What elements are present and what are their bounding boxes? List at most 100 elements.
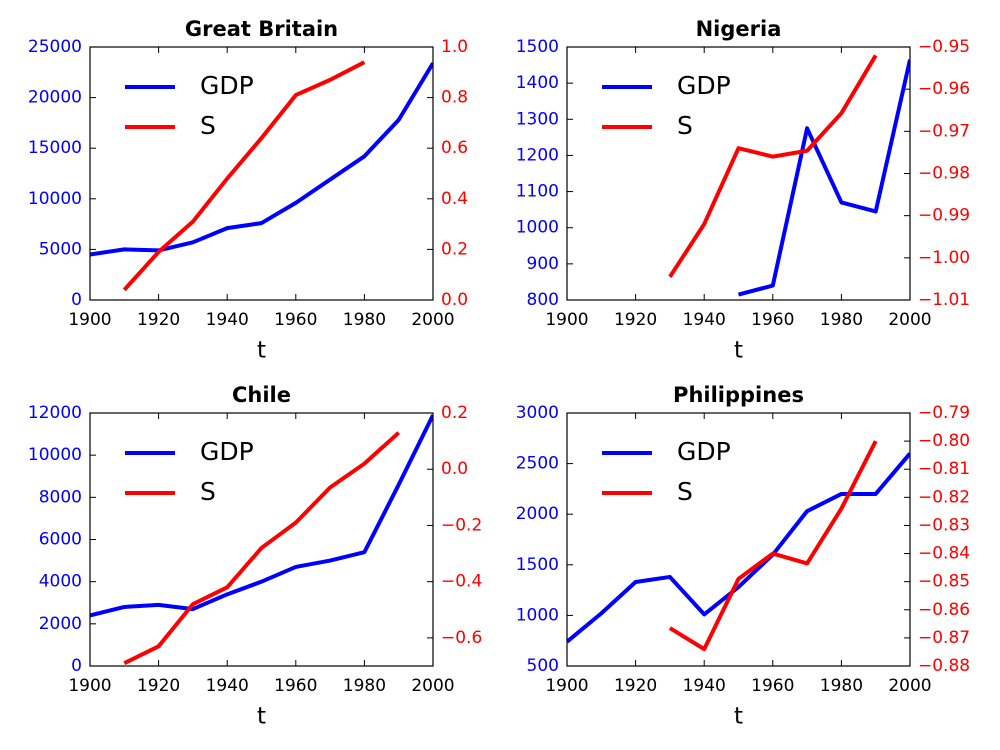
y-tick-label: 2500 <box>516 454 559 474</box>
x-tick-label: 1900 <box>545 310 588 330</box>
x-tick-label: 1940 <box>206 676 249 696</box>
y2-tick-label: −0.82 <box>918 487 970 507</box>
y-tick-label: 1000 <box>516 218 559 238</box>
y-tick-label: 1500 <box>516 555 559 575</box>
legend-label: GDP <box>677 437 731 466</box>
subplot-title: Philippines <box>673 383 804 407</box>
x-tick-label: 1980 <box>820 310 863 330</box>
y-tick-label: 2000 <box>39 614 82 634</box>
y2-tick-label: 0.0 <box>441 459 468 479</box>
plot-frame <box>566 412 911 667</box>
x-tick-label: 2000 <box>888 310 931 330</box>
y2-tick-label: −0.96 <box>918 79 970 99</box>
y2-tick-label: 0.6 <box>441 138 468 158</box>
y-tick-label: 900 <box>527 254 559 274</box>
line-series <box>90 62 433 257</box>
line-series <box>567 452 910 644</box>
y2-tick-label: −0.6 <box>441 628 482 648</box>
y-tick-label: 1300 <box>516 109 559 129</box>
y2-tick-label: −0.86 <box>918 600 970 620</box>
x-axis-label: t <box>734 338 743 364</box>
x-tick-label: 1980 <box>343 676 386 696</box>
y2-tick-label: −1.00 <box>918 248 970 268</box>
line-series <box>90 414 433 618</box>
y2-tick-label: −0.97 <box>918 121 970 141</box>
y2-tick-label: −0.85 <box>918 572 970 592</box>
y-tick-label: 1000 <box>516 605 559 625</box>
y2-tick-label: 0.2 <box>441 239 468 259</box>
x-tick-label: 1960 <box>274 676 317 696</box>
x-axis-label: t <box>257 338 266 364</box>
x-axis-label: t <box>734 704 743 730</box>
x-tick-label: 1920 <box>137 310 180 330</box>
y2-tick-label: −0.95 <box>918 37 970 57</box>
y2-tick-label: −0.79 <box>918 403 970 423</box>
plot-frame <box>89 412 434 667</box>
y-tick-label: 15000 <box>28 138 82 158</box>
y2-tick-label: −0.84 <box>918 544 970 564</box>
x-tick-label: 2000 <box>888 676 931 696</box>
subplot-title: Nigeria <box>696 17 782 41</box>
y-tick-label: 0 <box>71 656 82 676</box>
y-tick-label: 0 <box>71 290 82 310</box>
y-tick-label: 1500 <box>516 37 559 57</box>
x-tick-label: 1940 <box>206 310 249 330</box>
legend-label: S <box>200 477 216 506</box>
line-series <box>668 440 878 652</box>
x-tick-label: 1940 <box>683 676 726 696</box>
legend-label: GDP <box>677 71 731 100</box>
subplot-title: Great Britain <box>185 17 338 41</box>
x-tick-label: 1980 <box>343 310 386 330</box>
x-tick-label: 1960 <box>751 310 794 330</box>
x-tick-label: 1960 <box>751 676 794 696</box>
y2-tick-label: −0.2 <box>441 515 482 535</box>
legend-label: GDP <box>200 71 254 100</box>
line-series <box>668 54 878 278</box>
x-tick-label: 1920 <box>614 676 657 696</box>
subplot-title: Chile <box>232 383 291 407</box>
x-tick-label: 1900 <box>68 310 111 330</box>
y-tick-label: 6000 <box>39 530 82 550</box>
y2-tick-label: 0.2 <box>441 403 468 423</box>
y-tick-label: 20000 <box>28 88 82 108</box>
x-tick-label: 1920 <box>137 676 180 696</box>
x-tick-label: 1900 <box>545 676 588 696</box>
x-tick-label: 2000 <box>411 310 454 330</box>
y2-tick-label: 0.8 <box>441 88 468 108</box>
y2-tick-label: −0.4 <box>441 572 482 592</box>
x-axis-label: t <box>257 704 266 730</box>
legend-label: GDP <box>200 437 254 466</box>
x-tick-label: 1960 <box>274 310 317 330</box>
legend-label: S <box>200 111 216 140</box>
y-tick-label: 25000 <box>28 37 82 57</box>
line-series <box>123 431 401 665</box>
y2-tick-label: 0.0 <box>441 290 468 310</box>
y2-tick-label: −0.81 <box>918 459 970 479</box>
line-series <box>122 60 366 292</box>
y-tick-label: 500 <box>527 656 559 676</box>
y2-tick-label: −0.99 <box>918 206 970 226</box>
y-tick-label: 3000 <box>516 403 559 423</box>
line-series <box>737 59 910 297</box>
y2-tick-label: −0.80 <box>918 431 970 451</box>
plot-frame <box>89 46 434 301</box>
y-tick-label: 1400 <box>516 73 559 93</box>
x-tick-label: 1940 <box>683 310 726 330</box>
y2-tick-label: −0.98 <box>918 164 970 184</box>
y2-tick-label: 0.4 <box>441 189 468 209</box>
y2-tick-label: 1.0 <box>441 37 468 57</box>
y-tick-label: 5000 <box>39 239 82 259</box>
y-tick-label: 1100 <box>516 182 559 202</box>
plot-frame <box>566 46 911 301</box>
y-tick-label: 2000 <box>516 504 559 524</box>
x-tick-label: 1920 <box>614 310 657 330</box>
y2-tick-label: −1.01 <box>918 290 970 310</box>
legend-label: S <box>677 111 693 140</box>
y-tick-label: 10000 <box>28 189 82 209</box>
y-tick-label: 1200 <box>516 145 559 165</box>
y-tick-label: 10000 <box>28 445 82 465</box>
y2-tick-label: −0.88 <box>918 656 970 676</box>
y2-tick-label: −0.87 <box>918 628 970 648</box>
x-tick-label: 2000 <box>411 676 454 696</box>
